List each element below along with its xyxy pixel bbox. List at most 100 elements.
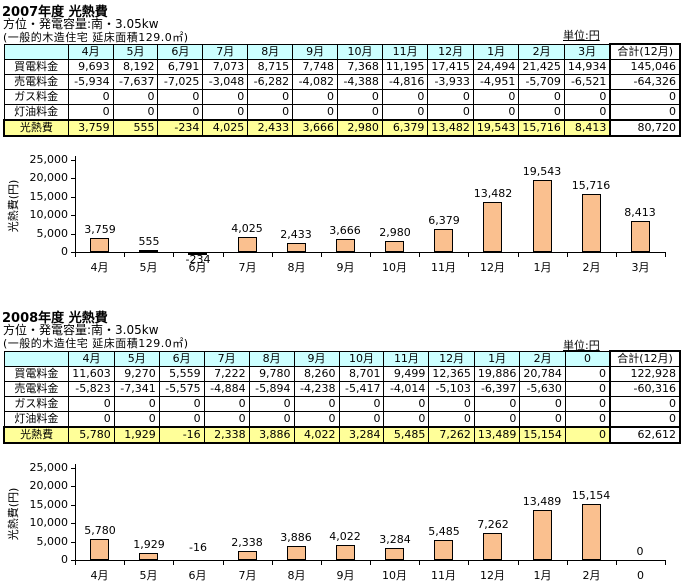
x-tick-mark — [321, 560, 322, 565]
value-cell: 0 — [427, 104, 474, 121]
value-cell: 0 — [158, 411, 205, 428]
row-label-cell: 買電料金 — [3, 59, 69, 75]
orientation-capacity-line-2008: 方位・発電容量:南・3.05kw — [3, 323, 159, 337]
y-axis-title: 光熱費(円) — [7, 487, 20, 541]
x-category-label: 4月 — [90, 569, 109, 582]
value-cell: 0 — [383, 396, 430, 412]
footer-value-cell: 1,929 — [113, 426, 160, 444]
x-tick-mark — [468, 560, 469, 565]
x-category-label: 11月 — [431, 261, 456, 274]
bar-value-label: 5,485 — [428, 525, 460, 538]
value-cell: 0 — [68, 396, 115, 412]
cost-table: 4月 5月 6月 7月 8月 9月 10月 11月 12月 1月 2月 3月 合計(12月) 買電料金 9,… — [2, 43, 681, 137]
bar-value-label: 5,780 — [84, 524, 116, 537]
table-row: ガス料金 0 0 0 0 0 0 0 0 0 0 0 0 0 — [3, 396, 681, 412]
bar-value-label: 3,886 — [280, 531, 312, 544]
house-note-2007: (一般的木造住宅 延床面積129.0㎡) — [3, 31, 189, 44]
y-axis — [75, 156, 76, 253]
bar — [90, 539, 109, 560]
value-cell: 14,934 — [563, 59, 611, 75]
footer-total-cell: 62,612 — [609, 426, 681, 444]
value-cell: 8,715 — [247, 59, 294, 75]
value-cell: -6,521 — [563, 74, 611, 90]
bar-value-label: 0 — [636, 545, 644, 558]
value-cell: 0 — [338, 396, 385, 412]
bar-value-label: 4,022 — [329, 530, 361, 543]
value-cell: 0 — [247, 104, 294, 121]
value-cell: 17,415 — [427, 59, 474, 75]
value-cell: 0 — [564, 396, 611, 412]
value-cell: -5,630 — [519, 381, 566, 397]
value-cell: -5,709 — [518, 74, 565, 90]
bar — [139, 250, 158, 252]
y-tick-label: 15,000 — [29, 190, 69, 203]
x-category-label: 6月 — [188, 569, 207, 582]
month-header-cell: 9月 — [292, 43, 339, 60]
x-category-label: 8月 — [287, 261, 306, 274]
value-cell: 0 — [67, 104, 114, 121]
y-tick-label: 0 — [61, 245, 68, 258]
x-tick-mark — [75, 252, 76, 257]
footer-value-cell: 2,980 — [337, 119, 383, 137]
x-category-label: 7月 — [238, 569, 257, 582]
x-tick-mark — [75, 560, 76, 565]
value-cell: 0 — [472, 104, 520, 121]
value-cell: 0 — [247, 89, 294, 105]
bar-value-label: 3,284 — [379, 533, 411, 546]
value-cell: 12,365 — [428, 366, 475, 382]
footer-value-cell: 5,485 — [383, 426, 430, 444]
footer-value-cell: 13,489 — [473, 426, 521, 444]
value-cell: 0 — [202, 104, 249, 121]
value-cell: 7,222 — [203, 366, 250, 382]
value-cell: -5,894 — [248, 381, 295, 397]
bar-value-label: 2,980 — [379, 226, 411, 239]
month-header-cell: 5月 — [112, 43, 159, 60]
value-cell: 0 — [157, 104, 204, 121]
value-cell: 11,603 — [68, 366, 115, 382]
x-category-label: 10月 — [382, 261, 407, 274]
y-tick-label: 5,000 — [36, 227, 69, 240]
value-cell: 0 — [337, 104, 383, 121]
y-axis — [75, 464, 76, 561]
y-tick-label: 5,000 — [36, 535, 69, 548]
month-header-cell: 6月 — [158, 350, 205, 367]
x-category-label: 8月 — [287, 569, 306, 582]
footer-value-cell: 3,759 — [67, 119, 114, 137]
bar-value-label: 3,666 — [329, 224, 361, 237]
x-tick-mark — [124, 252, 125, 257]
value-cell: 0 — [293, 396, 340, 412]
y-tick-label: 0 — [61, 553, 68, 566]
value-cell: 0 — [248, 411, 295, 428]
value-cell: 0 — [203, 411, 250, 428]
bar-value-label: 13,482 — [473, 187, 513, 200]
value-cell: 0 — [381, 104, 429, 121]
value-cell: 0 — [203, 396, 250, 412]
x-tick-mark — [518, 560, 519, 565]
value-cell: 11,195 — [381, 59, 429, 75]
x-tick-mark — [567, 560, 568, 565]
value-cell: -7,025 — [157, 74, 204, 90]
month-header-cell: 2月 — [519, 350, 566, 367]
value-cell: -5,934 — [67, 74, 114, 90]
row-label-cell: 売電料金 — [3, 381, 70, 397]
value-cell: 9,270 — [113, 366, 160, 382]
value-cell: 0 — [112, 104, 159, 121]
value-cell: 7,073 — [202, 59, 249, 75]
row-label-cell: ガス料金 — [3, 396, 70, 412]
month-header-cell: 12月 — [427, 43, 474, 60]
value-cell: 8,701 — [338, 366, 385, 382]
x-category-label: 4月 — [90, 261, 109, 274]
bar — [238, 237, 257, 252]
x-category-label: 1月 — [533, 569, 552, 582]
total-value-cell: 145,046 — [609, 59, 681, 75]
row-label-cell: 買電料金 — [3, 366, 70, 382]
value-cell: 0 — [518, 104, 565, 121]
bar-value-label: 2,433 — [280, 228, 312, 241]
table-row: ガス料金 0 0 0 0 0 0 0 0 0 0 0 0 0 — [3, 89, 681, 105]
bar-value-label: 15,154 — [571, 489, 611, 502]
month-header-cell: 3月 — [563, 43, 611, 60]
bar — [287, 243, 306, 252]
footer-value-cell: -16 — [158, 426, 205, 444]
cost-table-2007: 4月 5月 6月 7月 8月 9月 10月 11月 12月 1月 2月 3月 合計(12月) 買電料金 9,… — [2, 43, 681, 137]
